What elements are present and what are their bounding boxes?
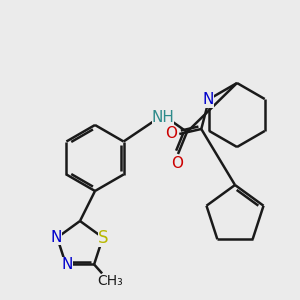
Text: O: O [165,127,177,142]
Text: N: N [61,257,73,272]
Text: O: O [171,155,183,170]
Text: N: N [202,92,214,107]
Text: S: S [98,229,108,247]
Text: CH₃: CH₃ [97,274,123,288]
Text: N: N [50,230,62,245]
Text: NH: NH [152,110,174,125]
